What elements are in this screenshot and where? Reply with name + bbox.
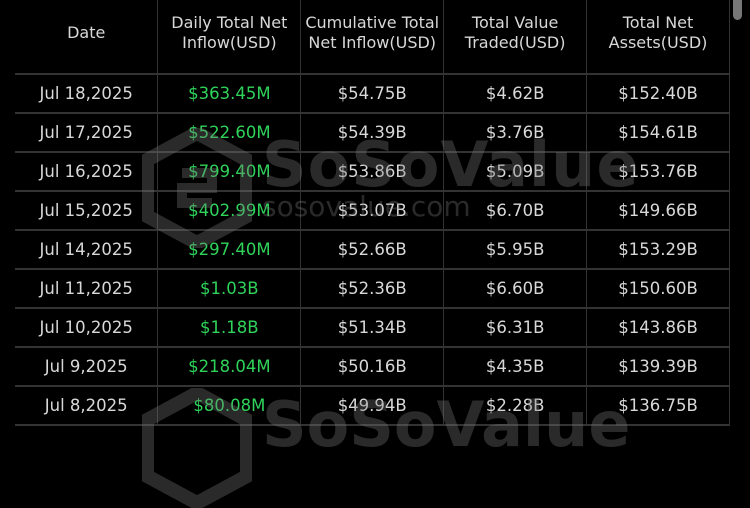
cumulative-inflow-cell: $50.16B bbox=[300, 347, 444, 387]
table-row: Jul 17,2025 $522.60M $54.39B $3.76B $154.61B bbox=[15, 113, 730, 153]
net-assets-cell: $139.39B bbox=[586, 347, 730, 387]
daily-inflow-cell: $402.99M bbox=[157, 191, 301, 231]
table-row: Jul 9,2025 $218.04M $50.16B $4.35B $139.39B bbox=[15, 347, 730, 387]
value-traded-cell: $6.31B bbox=[443, 308, 587, 348]
net-assets-cell: $153.76B bbox=[586, 152, 730, 192]
column-header: Daily Total Net Inflow(USD) bbox=[157, 0, 301, 75]
date-cell: Jul 11,2025 bbox=[15, 269, 158, 309]
value-traded-cell: $4.35B bbox=[443, 347, 587, 387]
cumulative-inflow-cell: $54.39B bbox=[300, 113, 444, 153]
cumulative-inflow-cell: $54.75B bbox=[300, 74, 444, 114]
table-row: Jul 8,2025 $80.08M $49.94B $2.28B $136.75B bbox=[15, 386, 730, 426]
column-header: Total Net Assets(USD) bbox=[586, 0, 730, 75]
etf-flow-table: Date Daily Total Net Inflow(USD) Cumulativ… bbox=[15, 0, 730, 426]
cumulative-inflow-cell: $51.34B bbox=[300, 308, 444, 348]
net-assets-cell: $152.40B bbox=[586, 74, 730, 114]
date-cell: Jul 17,2025 bbox=[15, 113, 158, 153]
net-assets-cell: $149.66B bbox=[586, 191, 730, 231]
date-cell: Jul 8,2025 bbox=[15, 386, 158, 426]
cumulative-inflow-cell: $53.07B bbox=[300, 191, 444, 231]
cumulative-inflow-cell: $49.94B bbox=[300, 386, 444, 426]
net-assets-cell: $143.86B bbox=[586, 308, 730, 348]
daily-inflow-cell: $522.60M bbox=[157, 113, 301, 153]
date-cell: Jul 18,2025 bbox=[15, 74, 158, 114]
table-row: Jul 11,2025 $1.03B $52.36B $6.60B $150.60B bbox=[15, 269, 730, 309]
column-header: Date bbox=[15, 0, 158, 75]
date-cell: Jul 9,2025 bbox=[15, 347, 158, 387]
date-cell: Jul 15,2025 bbox=[15, 191, 158, 231]
net-assets-cell: $154.61B bbox=[586, 113, 730, 153]
daily-inflow-cell: $1.03B bbox=[157, 269, 301, 309]
cumulative-inflow-cell: $52.66B bbox=[300, 230, 444, 270]
scrollbar[interactable] bbox=[733, 0, 742, 20]
cumulative-inflow-cell: $52.36B bbox=[300, 269, 444, 309]
column-header: Total Value Traded(USD) bbox=[443, 0, 587, 75]
table-row: Jul 18,2025 $363.45M $54.75B $4.62B $152.40B bbox=[15, 74, 730, 114]
value-traded-cell: $3.76B bbox=[443, 113, 587, 153]
value-traded-cell: $6.60B bbox=[443, 269, 587, 309]
value-traded-cell: $4.62B bbox=[443, 74, 587, 114]
table-row: Jul 15,2025 $402.99M $53.07B $6.70B $149.66B bbox=[15, 191, 730, 231]
table-row: Jul 16,2025 $799.40M $53.86B $5.09B $153.76B bbox=[15, 152, 730, 192]
daily-inflow-cell: $297.40M bbox=[157, 230, 301, 270]
value-traded-cell: $5.95B bbox=[443, 230, 587, 270]
daily-inflow-cell: $80.08M bbox=[157, 386, 301, 426]
cumulative-inflow-cell: $53.86B bbox=[300, 152, 444, 192]
daily-inflow-cell: $799.40M bbox=[157, 152, 301, 192]
net-assets-cell: $136.75B bbox=[586, 386, 730, 426]
value-traded-cell: $6.70B bbox=[443, 191, 587, 231]
column-header: Cumulative Total Net Inflow(USD) bbox=[300, 0, 444, 75]
table-row: Jul 10,2025 $1.18B $51.34B $6.31B $143.86B bbox=[15, 308, 730, 348]
value-traded-cell: $2.28B bbox=[443, 386, 587, 426]
value-traded-cell: $5.09B bbox=[443, 152, 587, 192]
daily-inflow-cell: $218.04M bbox=[157, 347, 301, 387]
date-cell: Jul 14,2025 bbox=[15, 230, 158, 270]
header-row: Date Daily Total Net Inflow(USD) Cumulativ… bbox=[15, 0, 730, 75]
daily-inflow-cell: $1.18B bbox=[157, 308, 301, 348]
daily-inflow-cell: $363.45M bbox=[157, 74, 301, 114]
date-cell: Jul 16,2025 bbox=[15, 152, 158, 192]
table-row: Jul 14,2025 $297.40M $52.66B $5.95B $153.29B bbox=[15, 230, 730, 270]
net-assets-cell: $153.29B bbox=[586, 230, 730, 270]
date-cell: Jul 10,2025 bbox=[15, 308, 158, 348]
net-assets-cell: $150.60B bbox=[586, 269, 730, 309]
